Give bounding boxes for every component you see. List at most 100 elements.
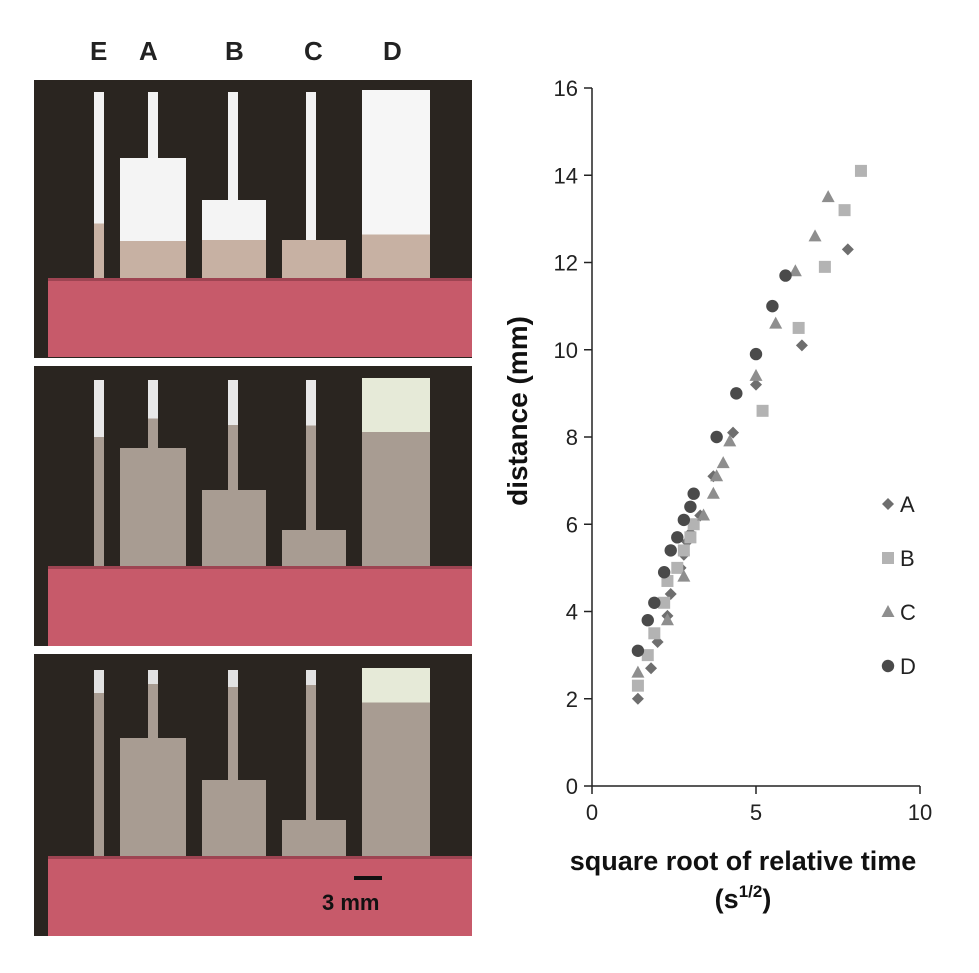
legend-label-c: C xyxy=(900,600,916,625)
data-point-c xyxy=(677,569,691,582)
strip-c-body xyxy=(282,820,346,860)
data-point-d xyxy=(631,644,645,657)
y-tick-label: 12 xyxy=(554,251,578,276)
data-point-c xyxy=(660,613,674,626)
y-tick-label: 14 xyxy=(554,163,578,188)
absorbent-pad xyxy=(48,566,472,646)
data-point-b xyxy=(684,531,697,544)
data-point-d xyxy=(664,544,677,557)
strip-c-stem xyxy=(306,670,316,822)
y-tick-label: 10 xyxy=(554,338,578,363)
strip-a-body xyxy=(120,738,186,860)
strip-a-stem xyxy=(148,380,158,450)
photo-label-b: B xyxy=(225,36,244,66)
data-point-c xyxy=(821,190,835,203)
data-point-b xyxy=(756,404,769,417)
data-point-b xyxy=(677,544,690,557)
y-tick-label: 4 xyxy=(566,600,578,625)
strip-a-body xyxy=(120,158,186,280)
data-point-b xyxy=(838,204,851,217)
legend-label-d: D xyxy=(900,654,916,679)
data-point-d xyxy=(710,430,723,444)
y-tick-label: 8 xyxy=(566,425,578,450)
strip-e xyxy=(94,92,104,280)
strip-b-body xyxy=(202,490,266,570)
series-c xyxy=(631,190,835,678)
data-point-a xyxy=(841,243,854,256)
data-point-c xyxy=(808,229,822,242)
legend-marker-a xyxy=(882,498,894,510)
data-point-d xyxy=(687,487,700,500)
y-axis-title: distance (mm) xyxy=(502,316,533,506)
y-tick-label: 6 xyxy=(566,512,578,537)
data-point-c xyxy=(716,456,730,469)
strip-a-body xyxy=(120,448,186,570)
strip-a-stem xyxy=(148,670,158,740)
x-axis-title-line2: (s1/2) xyxy=(715,882,772,914)
strip-d xyxy=(362,378,430,570)
x-axis-title-close: ) xyxy=(762,884,771,914)
photo-panel-1 xyxy=(34,80,472,358)
data-point-c xyxy=(706,486,720,499)
series-d xyxy=(631,269,792,657)
strip-e xyxy=(94,380,104,570)
strip-b-stem xyxy=(228,92,238,202)
photo-panel-3: 3 mm xyxy=(34,654,472,936)
strip-b-stem xyxy=(228,670,238,782)
data-point-c xyxy=(749,368,763,381)
data-point-b xyxy=(648,627,661,640)
data-point-d xyxy=(657,566,671,579)
data-point-b xyxy=(854,164,867,177)
data-point-a xyxy=(750,378,762,391)
data-point-b xyxy=(631,679,644,692)
data-point-c xyxy=(723,434,737,447)
scatter-chart: 0 2 4 6 8 10 12 14 16 0 5 10 A B C D distance (mm) squ… xyxy=(502,76,933,914)
strip-b-body xyxy=(202,200,266,280)
data-point-c xyxy=(710,469,724,482)
y-tick-label: 2 xyxy=(566,687,578,712)
data-point-a xyxy=(645,662,658,675)
data-point-d xyxy=(730,387,743,400)
strip-c-stem xyxy=(306,380,316,532)
x-tick-label: 0 xyxy=(586,800,598,825)
x-axis-title-open: (s xyxy=(715,884,739,914)
photo-panel-2 xyxy=(34,366,472,646)
data-point-b xyxy=(671,561,684,574)
photo-label-a: A xyxy=(139,36,158,66)
strip-c-stem xyxy=(306,92,316,242)
data-point-d xyxy=(641,614,654,627)
x-axis-title-line1: square root of relative time xyxy=(570,846,917,876)
scale-bar xyxy=(354,876,382,880)
legend-marker-b xyxy=(882,552,894,564)
legend-marker-c xyxy=(881,605,895,617)
data-point-b xyxy=(658,596,671,609)
tick-labels: 0 2 4 6 8 10 12 14 16 0 5 10 xyxy=(554,76,933,825)
axes xyxy=(584,87,921,794)
data-point-d xyxy=(671,531,684,544)
series-b xyxy=(631,164,867,692)
data-point-c xyxy=(788,264,802,277)
data-point-b xyxy=(818,260,831,273)
absorbent-pad xyxy=(48,278,472,357)
strip-d xyxy=(362,90,430,280)
data-point-d xyxy=(749,347,763,361)
data-point-d xyxy=(766,299,779,313)
data-point-d xyxy=(684,500,697,513)
data-point-b xyxy=(641,649,654,662)
series-a xyxy=(631,243,854,705)
data-points xyxy=(631,164,867,705)
legend: A B C D xyxy=(881,492,916,679)
legend-label-a: A xyxy=(900,492,915,517)
data-point-b xyxy=(792,321,805,334)
strip-c-body xyxy=(282,240,346,280)
legend-marker-d xyxy=(881,659,895,673)
absorbent-pad xyxy=(48,856,472,936)
data-point-c xyxy=(631,665,645,678)
data-point-d xyxy=(677,513,691,527)
strip-d xyxy=(362,668,430,860)
strip-c-body xyxy=(282,530,346,570)
photo-label-d: D xyxy=(383,36,402,66)
data-point-d xyxy=(648,596,661,609)
data-point-a xyxy=(795,339,808,352)
data-point-b xyxy=(687,518,700,531)
